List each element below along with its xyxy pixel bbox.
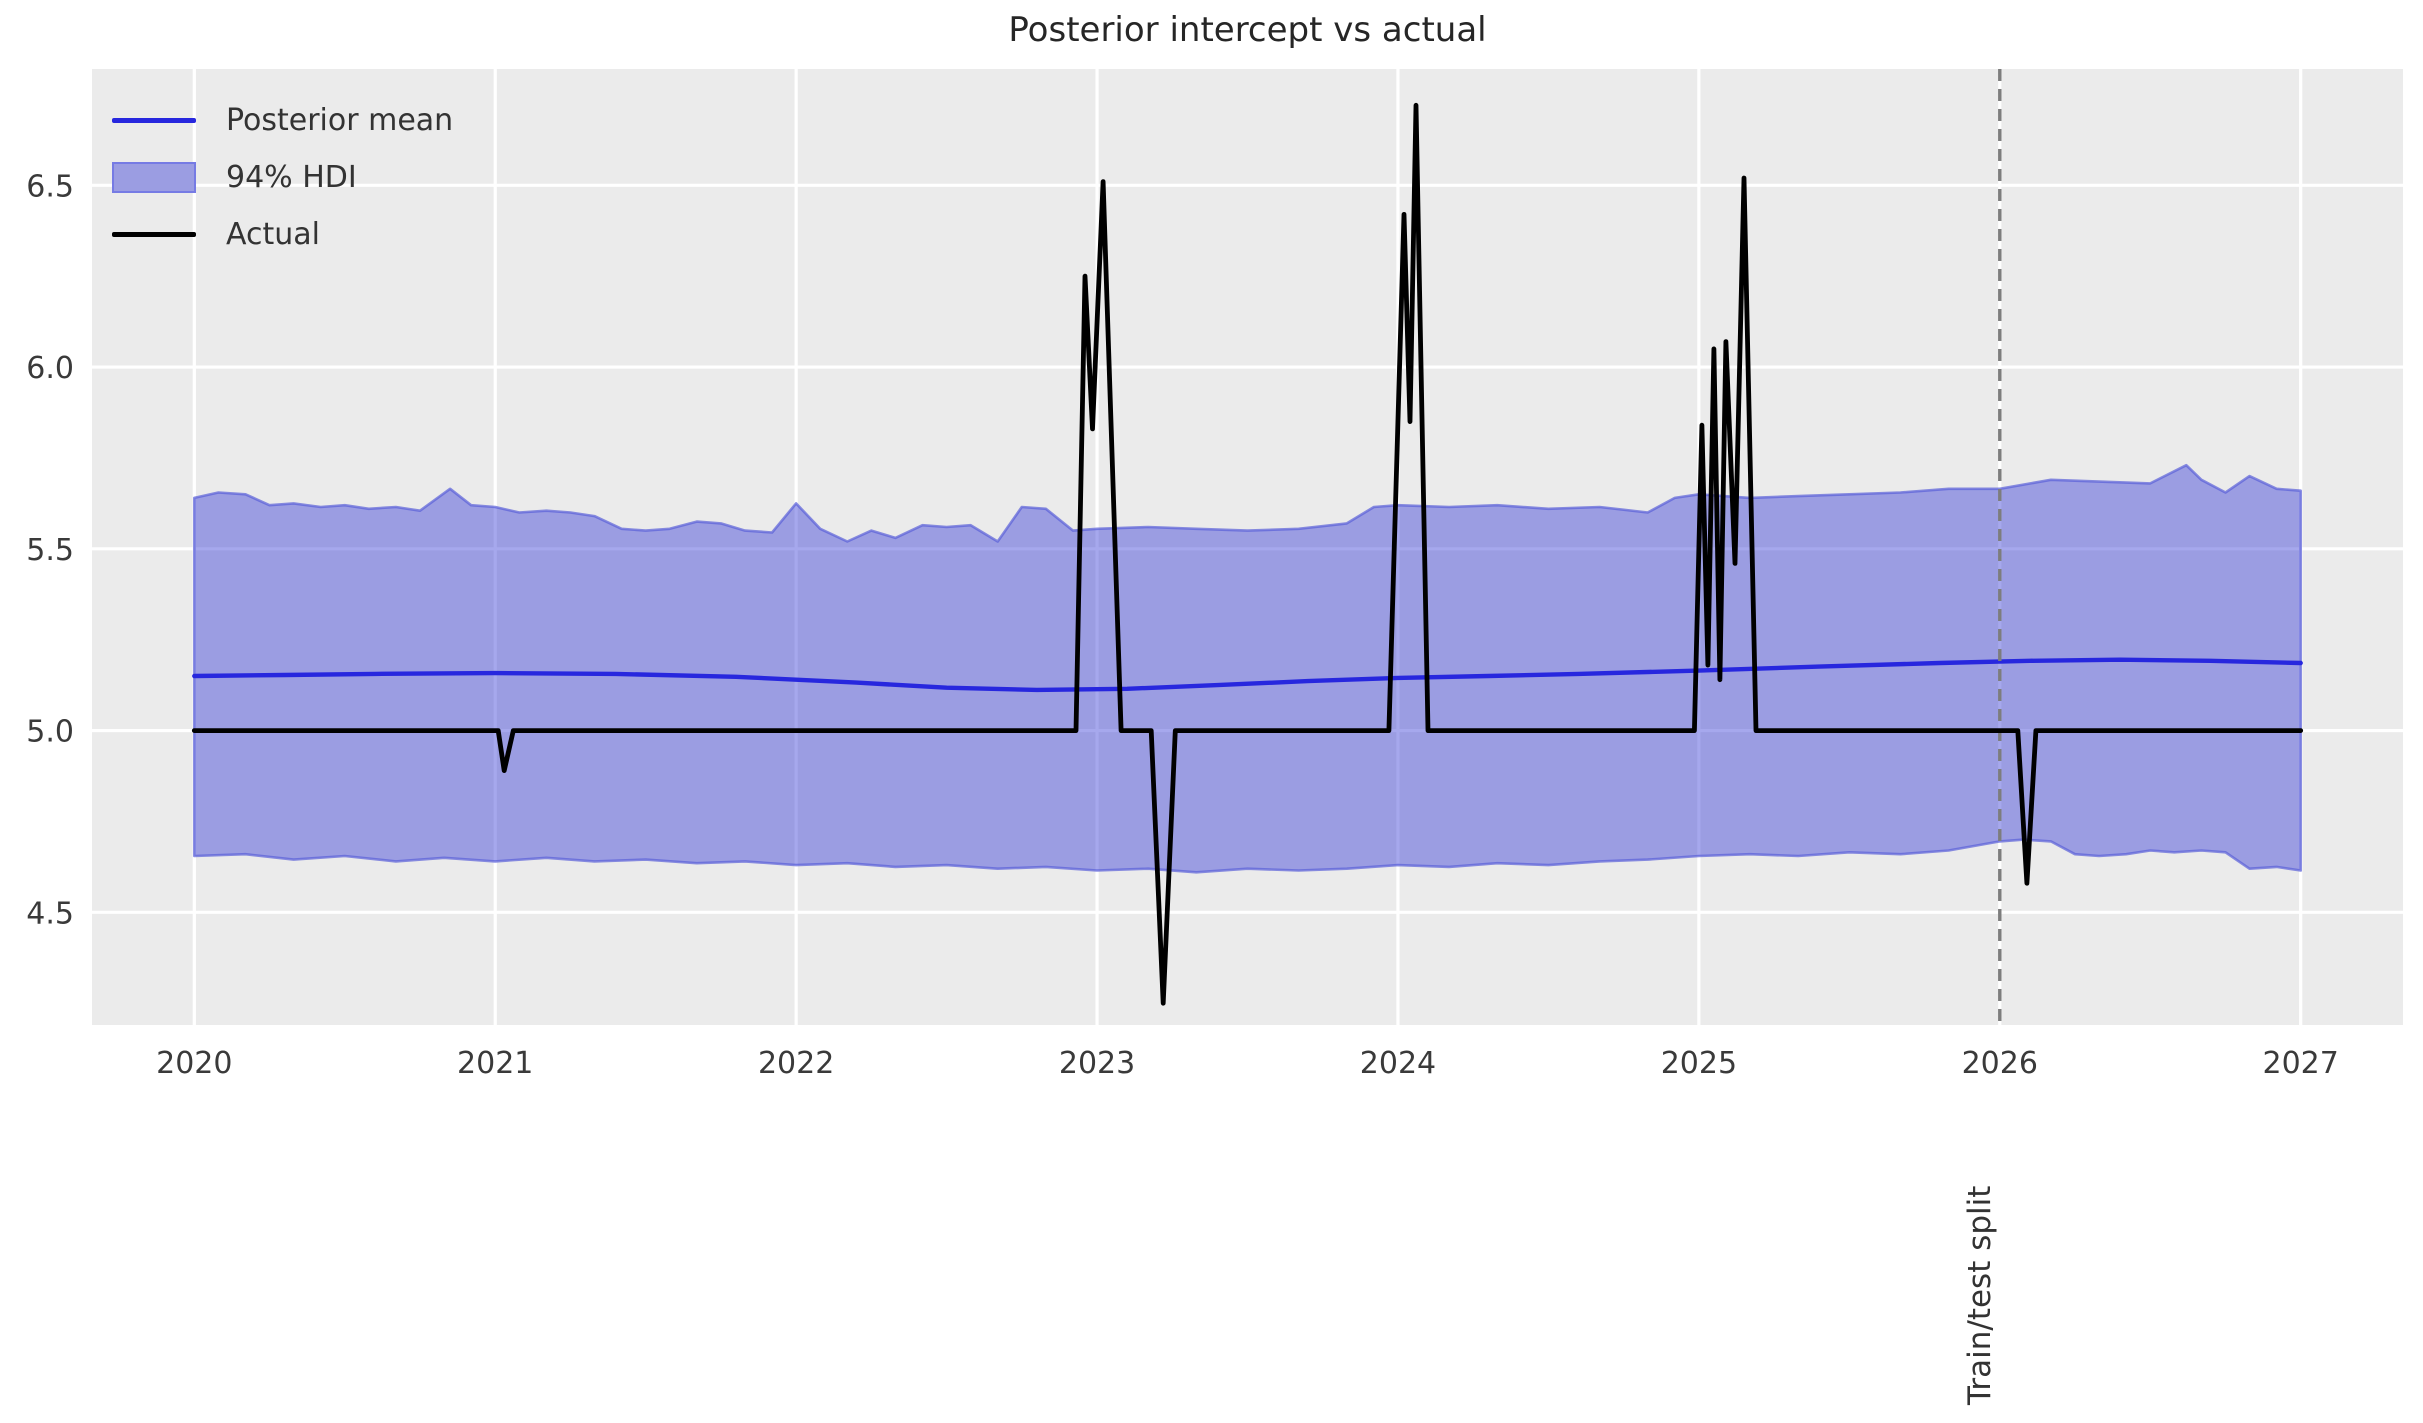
plot-area-background — [92, 69, 2403, 1025]
legend-label-posterior-mean: Posterior mean — [226, 103, 454, 138]
legend-item-actual: Actual — [112, 206, 453, 263]
y-tick-label-4.5: 4.5 — [26, 896, 74, 931]
hdi-band — [193, 463, 2302, 874]
x-tick-label-2024: 2024 — [1360, 1046, 1436, 1081]
actual-line — [191, 102, 2304, 1006]
actual-line-swatch — [112, 232, 196, 237]
x-tick-label-2021: 2021 — [457, 1046, 533, 1081]
y-tick-label-6.5: 6.5 — [26, 169, 74, 204]
chart-title: Posterior intercept vs actual — [1008, 10, 1487, 50]
x-tick-label-2020: 2020 — [156, 1046, 232, 1081]
y-tick-label-5.0: 5.0 — [26, 715, 74, 750]
x-tick-label-2022: 2022 — [758, 1046, 834, 1081]
legend-label-actual: Actual — [226, 217, 320, 252]
train-test-split-label: Train/test split — [1962, 1186, 1998, 1406]
x-tick-label-2023: 2023 — [1059, 1046, 1135, 1081]
posterior-mean-line-swatch — [112, 118, 196, 123]
legend-item-hdi: 94% HDI — [112, 149, 453, 206]
actual-swatch-line — [112, 232, 196, 237]
x-tick-label-2027: 2027 — [2263, 1046, 2339, 1081]
legend: Posterior mean 94% HDI Actual — [112, 92, 453, 263]
posterior-mean-swatch-line — [112, 118, 196, 123]
legend-label-hdi: 94% HDI — [226, 160, 357, 195]
posterior-mean-line — [192, 657, 2303, 693]
hdi-patch-swatch — [112, 162, 196, 193]
y-tick-label-5.5: 5.5 — [26, 533, 74, 568]
x-tick-label-2026: 2026 — [1962, 1046, 2038, 1081]
y-tick-label-6.0: 6.0 — [26, 351, 74, 386]
legend-item-posterior-mean: Posterior mean — [112, 92, 453, 149]
hdi-swatch-patch — [112, 162, 196, 193]
x-tick-label-2025: 2025 — [1661, 1046, 1737, 1081]
